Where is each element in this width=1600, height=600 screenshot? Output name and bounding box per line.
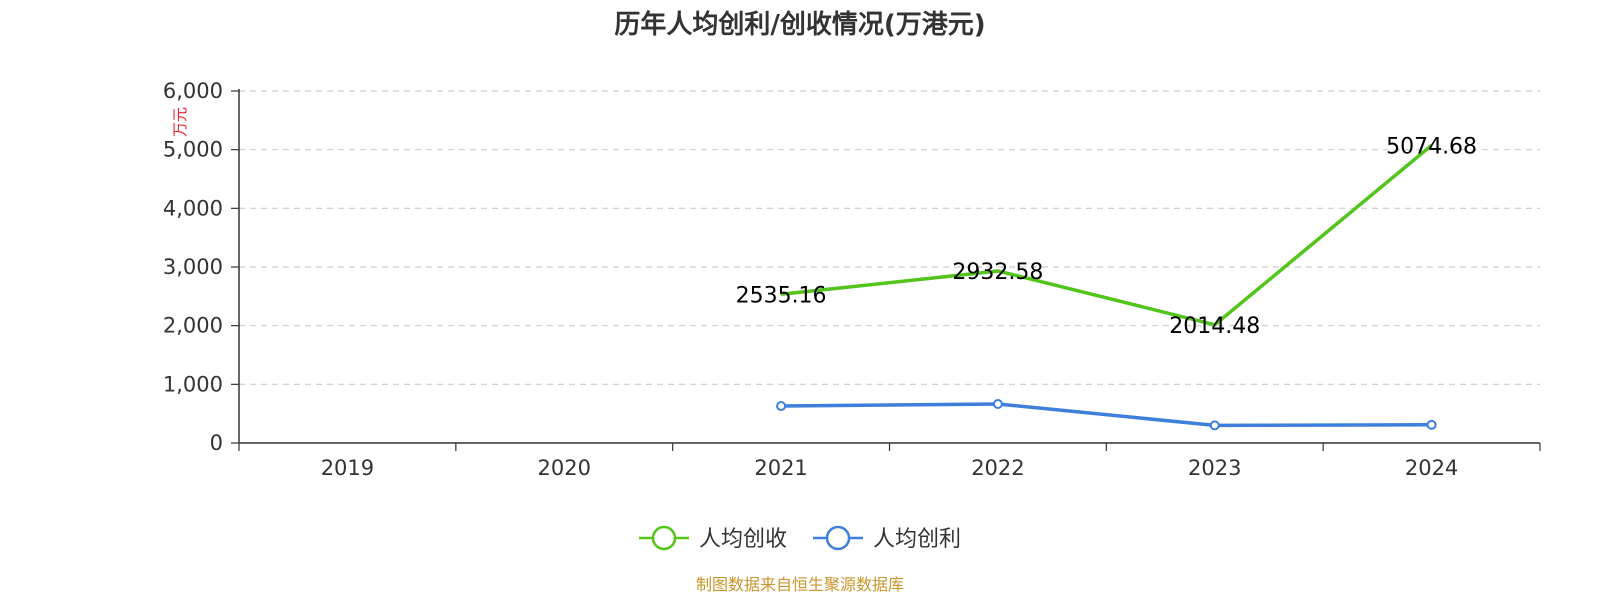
legend-item-0[interactable]: 人均创收 xyxy=(639,525,787,552)
legend[interactable]: 人均创收 人均创利 xyxy=(639,525,961,552)
data-point[interactable] xyxy=(776,401,787,412)
axis-layer: 0 1,000 2,000 3,000 4,000 5,000 6,000 2019 2020 2… xyxy=(163,79,1541,480)
y-tick-label: 4,000 xyxy=(163,196,223,220)
y-tick-label: 2,000 xyxy=(163,314,223,338)
x-tick-label: 2021 xyxy=(754,456,807,480)
legend-marker xyxy=(651,525,677,551)
x-tick-label: 2023 xyxy=(1188,456,1241,480)
x-tick-label: 2020 xyxy=(538,456,591,480)
y-tick-label: 3,000 xyxy=(163,255,223,279)
data-label: 2014.48 xyxy=(1169,314,1260,339)
data-label: 2932.58 xyxy=(952,260,1043,285)
legend-item-1[interactable]: 人均创利 xyxy=(813,525,961,552)
source-note: 制图数据来自恒生聚源数据库 xyxy=(696,575,904,594)
grid-layer xyxy=(239,90,1540,385)
y-axis-unit-label: 万元 xyxy=(171,107,189,137)
data-label-layer: 2535.16 2932.58 2014.48 5074.68 xyxy=(736,134,1477,339)
data-point[interactable] xyxy=(1209,420,1220,431)
y-tick-label: 5,000 xyxy=(163,138,223,162)
y-tick-label: 0 xyxy=(210,431,223,455)
x-tick-label: 2022 xyxy=(971,456,1024,480)
series-layer xyxy=(776,143,1437,431)
data-label: 2535.16 xyxy=(736,283,827,308)
data-point[interactable] xyxy=(992,398,1003,409)
x-tick-label: 2019 xyxy=(321,456,374,480)
data-point[interactable] xyxy=(1426,419,1437,430)
series-line-0 xyxy=(780,143,1433,327)
series-line-1 xyxy=(781,402,1432,428)
y-tick-label: 6,000 xyxy=(163,79,223,103)
x-tick-label: 2024 xyxy=(1405,456,1458,480)
y-tick-label: 1,000 xyxy=(163,372,223,396)
chart-title: 历年人均创利/创收情况(万港元) xyxy=(614,9,985,40)
legend-label: 人均创利 xyxy=(873,527,961,552)
data-label: 5074.68 xyxy=(1386,134,1477,159)
legend-marker xyxy=(825,525,851,551)
legend-label: 人均创收 xyxy=(699,527,787,552)
